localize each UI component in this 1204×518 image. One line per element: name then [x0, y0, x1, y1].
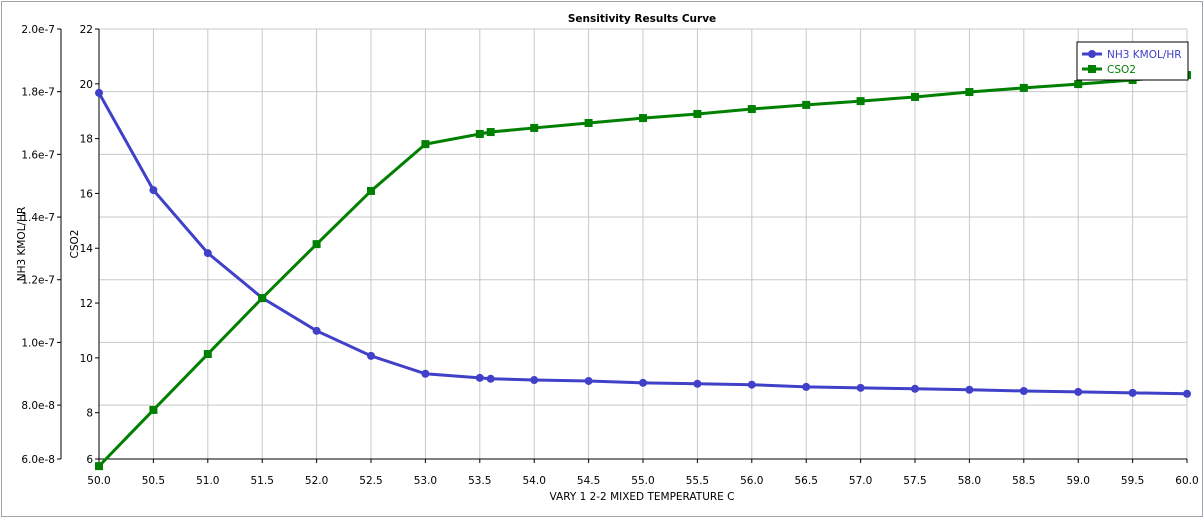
- legend-marker-circle: [1088, 50, 1096, 58]
- x-tick-label: 58.5: [1012, 475, 1035, 487]
- legend-label: CSO2: [1107, 64, 1136, 76]
- data-point-square: [258, 294, 267, 303]
- x-tick-label: 56.0: [740, 475, 763, 487]
- data-point-circle: [965, 385, 974, 394]
- x-tick-label: 57.0: [849, 475, 872, 487]
- x-tick-label: 50.5: [142, 475, 165, 487]
- data-point-circle: [486, 374, 495, 383]
- x-tick-label: 54.5: [577, 475, 600, 487]
- x-tick-label: 52.0: [305, 475, 328, 487]
- data-point-square: [486, 128, 495, 137]
- y-axis-label-left: NH3 KMOL/HR: [16, 207, 28, 282]
- data-point-circle: [149, 186, 158, 195]
- y-tick-label: 1.4e-7: [21, 212, 55, 224]
- x-tick-label: 53.0: [414, 475, 437, 487]
- chart-title: Sensitivity Results Curve: [568, 13, 716, 25]
- data-point-square: [312, 240, 321, 249]
- data-point-square: [802, 100, 811, 109]
- data-point-square: [747, 105, 756, 114]
- data-point-square: [693, 109, 702, 118]
- data-point-square: [1019, 83, 1028, 92]
- data-point-circle: [584, 376, 593, 385]
- data-point-square: [475, 129, 484, 138]
- x-tick-label: 53.5: [468, 475, 491, 487]
- y-tick-label: 8.0e-8: [21, 400, 55, 412]
- x-tick-label: 60.0: [1175, 475, 1198, 487]
- data-point-circle: [693, 379, 702, 388]
- y-tick-label: 8: [86, 408, 93, 420]
- y-tick-label: 20: [80, 79, 93, 91]
- y-tick-label: 16: [80, 188, 94, 200]
- data-point-square: [203, 350, 212, 359]
- data-point-circle: [856, 383, 865, 392]
- y-tick-label: 12: [80, 298, 93, 310]
- legend-box: [1076, 41, 1189, 81]
- y-tick-label: 14: [80, 243, 94, 255]
- data-point-circle: [1074, 387, 1083, 396]
- data-point-square: [530, 123, 539, 132]
- data-point-circle: [203, 249, 212, 258]
- data-point-square: [95, 462, 103, 471]
- data-point-square: [421, 140, 430, 149]
- x-tick-label: 55.0: [631, 475, 654, 487]
- y-tick-label: 6.0e-8: [21, 454, 55, 466]
- x-tick-label: 57.5: [903, 475, 926, 487]
- x-tick-label: 50.0: [87, 475, 110, 487]
- x-tick-label: 59.0: [1067, 475, 1090, 487]
- data-point-circle: [1128, 388, 1137, 397]
- legend-label: NH3 KMOL/HR: [1107, 49, 1182, 61]
- data-point-circle: [475, 373, 484, 382]
- x-tick-label: 58.0: [958, 475, 981, 487]
- y-axis-label-right: CSO2: [69, 230, 81, 259]
- data-point-circle: [747, 380, 756, 389]
- x-axis-label: VARY 1 2-2 MIXED TEMPERATURE C: [550, 491, 735, 503]
- data-point-square: [1074, 80, 1083, 89]
- data-point-circle: [1183, 389, 1191, 398]
- y-tick-label: 18: [80, 134, 93, 146]
- data-point-square: [584, 119, 593, 128]
- x-tick-label: 54.0: [523, 475, 546, 487]
- data-point-square: [856, 97, 865, 106]
- x-tick-label: 51.5: [251, 475, 274, 487]
- y-tick-label: 10: [80, 353, 93, 365]
- y-tick-label: 2.0e-7: [21, 24, 55, 36]
- x-tick-label: 56.5: [795, 475, 818, 487]
- y-tick-label: 22: [80, 24, 93, 36]
- x-tick-label: 59.5: [1121, 475, 1144, 487]
- x-tick-label: 52.5: [359, 475, 382, 487]
- x-tick-label: 55.5: [686, 475, 709, 487]
- y-tick-label: 1.6e-7: [21, 149, 55, 161]
- y-tick-label: 1.2e-7: [21, 275, 55, 287]
- data-point-circle: [367, 351, 375, 360]
- data-point-circle: [530, 376, 539, 385]
- data-point-square: [149, 405, 158, 414]
- data-point-circle: [1019, 386, 1028, 395]
- data-point-square: [367, 186, 375, 195]
- series-line: [97, 73, 1188, 468]
- y-tick-label: 6: [86, 454, 93, 466]
- data-point-square: [639, 114, 647, 123]
- data-point-circle: [802, 382, 811, 391]
- data-point-circle: [639, 378, 647, 387]
- legend-marker-square: [1088, 65, 1096, 73]
- x-tick-label: 51.0: [196, 475, 219, 487]
- data-point-circle: [312, 326, 321, 335]
- series-line: [97, 92, 1188, 396]
- y-tick-label: 1.0e-7: [21, 337, 55, 349]
- data-point-square: [911, 92, 919, 101]
- y-tick-label: 1.8e-7: [21, 87, 55, 99]
- data-point-circle: [421, 369, 430, 378]
- data-point-circle: [95, 88, 103, 97]
- data-point-circle: [911, 384, 919, 393]
- data-point-square: [965, 88, 974, 97]
